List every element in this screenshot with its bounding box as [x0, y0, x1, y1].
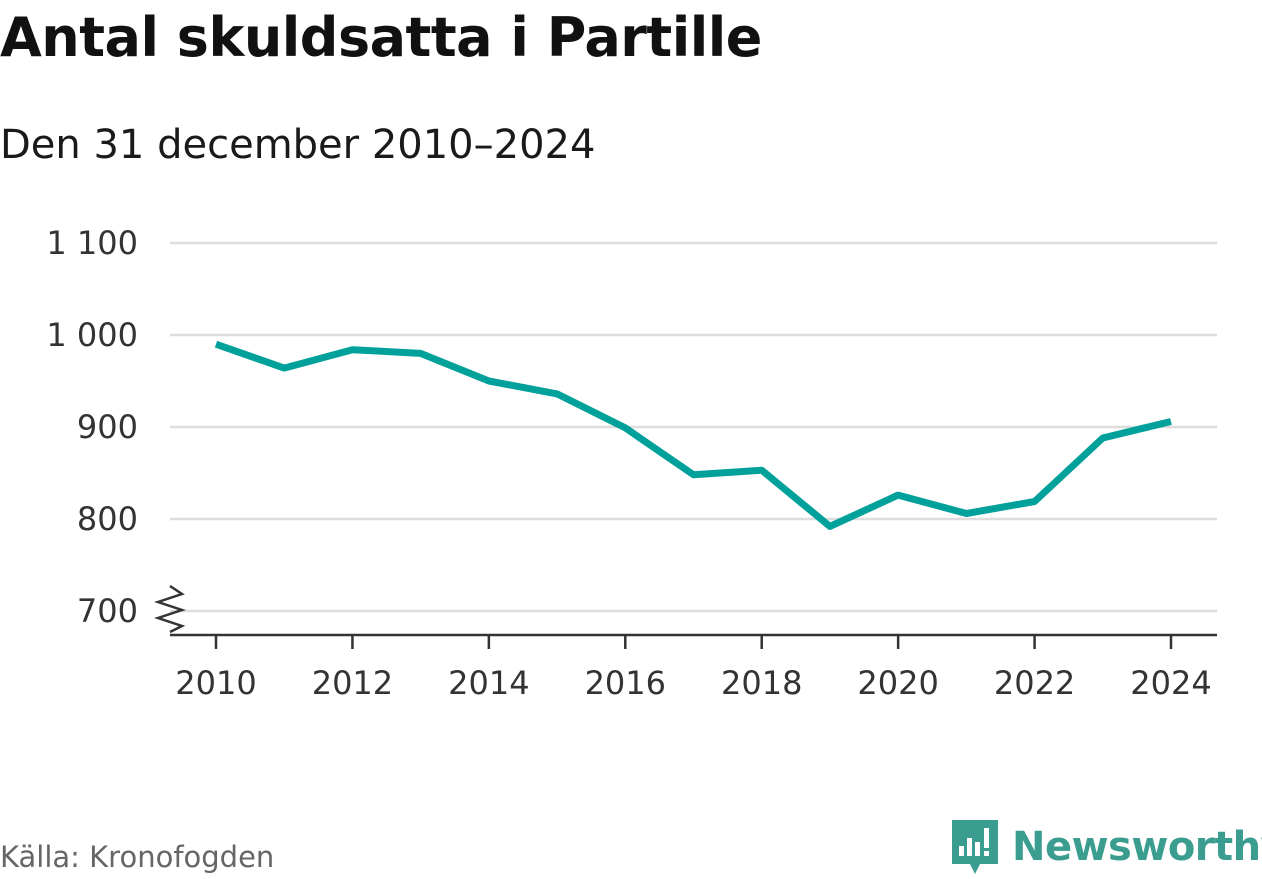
newsworthy-logo-icon	[952, 820, 998, 874]
x-tick-label: 2016	[585, 664, 666, 702]
x-tick-label: 2014	[448, 664, 529, 702]
x-tick-label: 2012	[312, 664, 393, 702]
axis-break	[154, 584, 186, 634]
y-tick-label: 1 100	[46, 224, 138, 262]
x-axis: 2010 2012 2014 2016 2018 2020 2022 2024	[170, 633, 1217, 702]
x-tick-label: 2020	[857, 664, 938, 702]
x-tick-label: 2024	[1130, 664, 1211, 702]
brand-logo: Newsworthy	[950, 818, 1262, 876]
y-tick-label: 800	[77, 500, 138, 538]
chart-subtitle: Den 31 december 2010–2024	[0, 122, 596, 168]
source-note: Källa: Kronofogden	[0, 840, 275, 874]
series-layer	[214, 340, 1172, 530]
y-axis-ticks: 700 800 900 1 000 1 100	[46, 224, 138, 630]
chart-title: Antal skuldsatta i Partille	[0, 6, 762, 69]
axis-break-zigzag	[154, 584, 186, 634]
y-tick-label: 1 000	[46, 316, 138, 354]
gridlines	[170, 241, 1217, 613]
x-tick-label: 2018	[721, 664, 802, 702]
x-tick-label: 2010	[175, 664, 256, 702]
brand-name: Newsworthy	[1012, 824, 1262, 870]
series-line	[214, 340, 1172, 530]
y-tick-label: 700	[77, 592, 138, 630]
x-tick-label: 2022	[994, 664, 1075, 702]
y-tick-label: 900	[77, 408, 138, 446]
